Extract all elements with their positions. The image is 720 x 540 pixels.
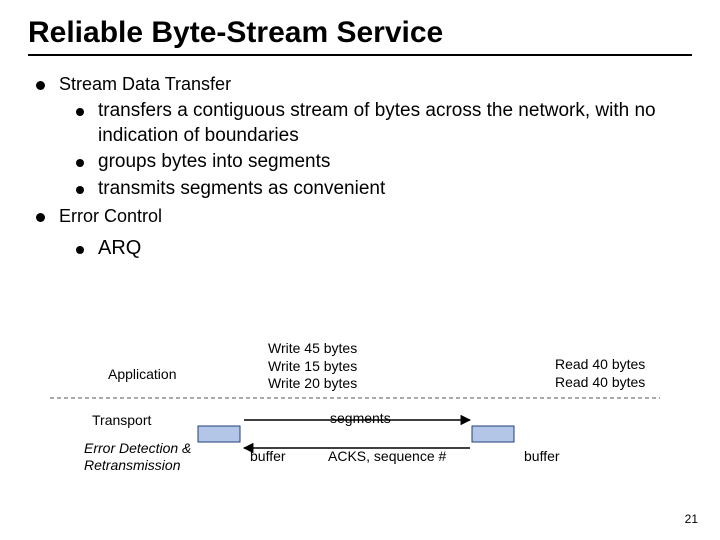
segments-label: segments bbox=[330, 410, 391, 428]
bullet-text: transmits segments as convenient bbox=[98, 177, 385, 202]
application-label: Application bbox=[108, 366, 177, 384]
bullet-dot-icon bbox=[36, 213, 45, 222]
page-number: 21 bbox=[685, 512, 698, 526]
bullet-groups: groups bytes into segments bbox=[28, 150, 692, 175]
bullet-dot-icon bbox=[76, 186, 84, 194]
bullet-text: Stream Data Transfer bbox=[59, 74, 231, 95]
bullet-transmits: transmits segments as convenient bbox=[28, 177, 692, 202]
buffer-right-label: buffer bbox=[524, 448, 560, 466]
bullet-stream-data: Stream Data Transfer bbox=[28, 74, 692, 95]
bullet-text: groups bytes into segments bbox=[98, 150, 330, 175]
writes-label: Write 45 bytes Write 15 bytes Write 20 b… bbox=[268, 340, 357, 393]
bullet-error-control: Error Control bbox=[28, 206, 692, 227]
reads-label: Read 40 bytes Read 40 bytes bbox=[555, 356, 645, 391]
bullet-text: Error Control bbox=[59, 206, 162, 227]
bullet-dot-icon bbox=[76, 159, 84, 167]
bullet-dot-icon bbox=[36, 81, 45, 90]
transport-label: Transport bbox=[92, 412, 151, 430]
acks-label: ACKS, sequence # bbox=[328, 448, 446, 466]
buffer-left-label: buffer bbox=[250, 448, 286, 466]
bullet-dot-icon bbox=[76, 246, 84, 254]
bullet-text: transfers a contiguous stream of bytes a… bbox=[98, 99, 668, 148]
bullet-dot-icon bbox=[76, 108, 84, 116]
bullet-arq: ARQ bbox=[28, 237, 692, 260]
error-detection-label: Error Detection & Retransmission bbox=[84, 440, 191, 474]
slide-title: Reliable Byte-Stream Service bbox=[28, 16, 692, 56]
bullet-text: ARQ bbox=[98, 237, 141, 260]
bullet-contiguous: transfers a contiguous stream of bytes a… bbox=[28, 99, 692, 148]
